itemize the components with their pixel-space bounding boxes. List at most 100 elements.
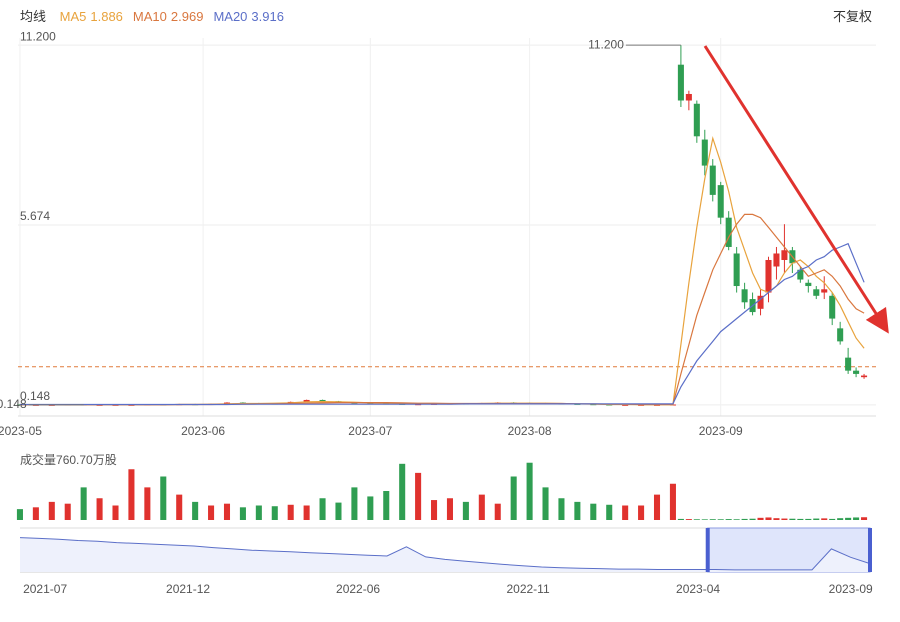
volume-label: 成交量	[20, 453, 57, 467]
y-tick-label: 11.200	[20, 29, 56, 43]
volume-bar	[606, 504, 613, 520]
volume-bar	[653, 494, 661, 520]
volume-bar	[192, 501, 199, 520]
volume-bar	[669, 483, 676, 520]
volume-bar	[797, 518, 804, 520]
candle-body	[741, 289, 748, 303]
volume-bar	[431, 500, 438, 520]
volume-bar	[733, 519, 740, 520]
volume-bar	[48, 501, 55, 520]
y-tick-label: 5.674	[20, 209, 50, 223]
navigator-tick-label: 2023-09	[829, 582, 873, 596]
x-tick-label: 2023-06	[181, 424, 225, 438]
volume-bar	[160, 476, 167, 520]
volume-bar	[478, 494, 485, 520]
candle-body	[813, 289, 820, 296]
volume-bar	[773, 518, 780, 520]
x-tick-label: 2023-08	[508, 424, 552, 438]
volume-bar	[853, 517, 860, 520]
volume-bar	[144, 487, 151, 520]
volume-unit: 万股	[92, 453, 117, 467]
volume-bar	[351, 487, 358, 520]
volume-bar	[693, 519, 700, 520]
volume-bar	[176, 494, 183, 520]
candle-body	[845, 357, 852, 371]
y-tick-label: 0.148	[20, 389, 50, 403]
navigator-handle[interactable]	[705, 528, 710, 572]
volume-bar	[255, 505, 262, 520]
volume-bar	[622, 505, 629, 520]
ma-name: MA10	[132, 9, 167, 24]
x-tick-label: 2023-09	[699, 424, 743, 438]
volume-bar	[709, 519, 716, 520]
candle-body	[837, 328, 844, 342]
volume-bar	[845, 517, 852, 520]
navigator-line	[19, 537, 871, 571]
adjust-toggle[interactable]: 不复权	[832, 9, 872, 24]
candle-body	[685, 93, 692, 101]
volume-bar	[757, 517, 764, 520]
candle-body	[757, 295, 764, 309]
candle-body	[303, 399, 310, 402]
volume-bar	[813, 518, 820, 520]
candle-body	[701, 139, 708, 166]
volume-bar	[789, 518, 796, 520]
volume-bar	[399, 463, 406, 520]
ma-legend: 均线 MA5 1.886 MA10 2.969 MA20 3.916	[20, 6, 294, 25]
volume-bar	[383, 491, 390, 520]
volume-bar	[717, 519, 724, 520]
volume-bar	[590, 503, 597, 520]
ma-line	[19, 213, 865, 406]
candle-body	[829, 295, 836, 319]
volume-bar	[128, 469, 135, 520]
annotation-label: 0.148	[0, 397, 27, 411]
volume-bar	[367, 496, 374, 520]
navigator-tick-label: 2022-11	[506, 582, 549, 596]
trend-arrow	[703, 45, 889, 334]
volume-bar	[446, 498, 453, 520]
candle-body	[709, 165, 716, 195]
volume-bar	[96, 498, 103, 520]
ma-legend-item: MA5 1.886	[60, 9, 123, 24]
volume-bar	[510, 476, 517, 520]
candle-body	[805, 282, 812, 287]
volume-bar	[861, 517, 868, 520]
volume-bar	[32, 507, 39, 520]
volume-bar	[821, 518, 828, 520]
volume-bar	[685, 519, 692, 520]
candle-body	[725, 217, 732, 247]
volume-bar	[781, 518, 788, 520]
volume-bar	[239, 507, 246, 520]
navigator-tick-label: 2023-04	[676, 582, 720, 596]
volume-bar	[526, 462, 533, 520]
candle-body	[765, 259, 772, 293]
volume-bar	[558, 498, 565, 520]
candle-body	[861, 375, 868, 378]
volume-value: 760.70	[56, 453, 93, 467]
volume-bar	[829, 518, 836, 520]
volume-bar	[303, 505, 310, 520]
candle-body	[733, 253, 740, 287]
ma-value: 3.916	[251, 9, 284, 24]
navigator-handle[interactable]	[868, 528, 872, 572]
volume-bar	[208, 505, 215, 520]
volume-bar	[805, 518, 812, 520]
volume-title: 成交量760.70万股	[20, 451, 117, 468]
navigator-tick-label: 2021-12	[166, 582, 210, 596]
candle-body	[622, 404, 629, 406]
volume-bar	[741, 518, 748, 520]
volume-bar	[677, 518, 684, 520]
volume-bar	[494, 503, 501, 520]
candle-body	[773, 253, 780, 267]
volume-bar	[462, 501, 469, 520]
ma-line	[19, 242, 865, 406]
ma-name: MA20	[213, 9, 248, 24]
volume-bar	[542, 487, 549, 520]
navigator-tick-label: 2021-07	[23, 582, 67, 596]
candle-body	[717, 185, 724, 218]
volume-bar	[837, 518, 844, 520]
volume-bar	[765, 517, 772, 520]
candle-body	[781, 250, 788, 260]
volume-bar	[701, 519, 708, 520]
volume-bar	[335, 502, 342, 520]
